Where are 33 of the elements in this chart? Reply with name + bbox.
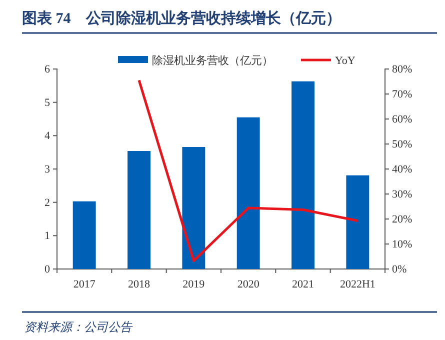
bar	[292, 81, 314, 269]
bar	[346, 175, 370, 269]
bar	[236, 117, 260, 269]
y2-tick-label: 0%	[392, 264, 407, 276]
y-tick-label: 2	[44, 196, 50, 209]
x-tick-label: 2019	[182, 278, 206, 290]
y-tick-label: 5	[44, 96, 50, 109]
y2-tick-label: 80%	[392, 64, 412, 76]
chart-title: 图表 74 公司除湿机业务营收持续增长（亿元）	[22, 10, 341, 27]
x-tick-label: 2018	[128, 278, 150, 290]
y-tick-label: 6	[44, 64, 50, 76]
y-tick-label: 1	[44, 230, 50, 242]
y2-tick-label: 10%	[392, 238, 412, 251]
y2-tick-label: 70%	[392, 88, 412, 101]
y2-tick-label: 50%	[392, 138, 412, 151]
legend-label: 除湿机业务营收（亿元）	[152, 54, 273, 67]
x-tick-label: 2021	[292, 278, 314, 290]
x-tick-label: 2022H1	[340, 278, 376, 290]
bar	[128, 151, 150, 269]
y2-tick-label: 60%	[392, 114, 412, 126]
y-tick-label: 4	[44, 130, 50, 142]
x-tick-label: 2017	[73, 278, 96, 290]
x-tick-label: 2020	[237, 278, 260, 290]
text: 资料来源：公司公告	[24, 320, 133, 334]
bar	[72, 201, 96, 269]
y2-tick-label: 30%	[392, 188, 412, 201]
y-tick-label: 0	[44, 264, 50, 276]
y-tick-label: 3	[44, 164, 50, 176]
bar	[182, 147, 206, 269]
y2-tick-label: 40%	[392, 164, 412, 176]
legend-label: YoY	[335, 55, 356, 67]
line-series	[138, 79, 359, 262]
y2-tick-label: 20%	[392, 214, 412, 226]
